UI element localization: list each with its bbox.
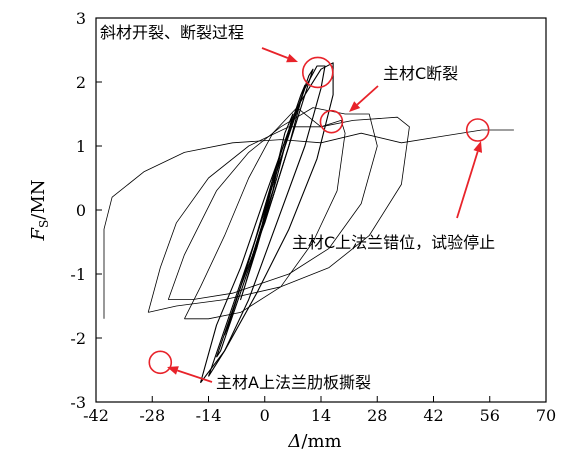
x-tick-label: -14 xyxy=(196,406,222,425)
annotation-arrow-head xyxy=(167,366,179,375)
y-tick-label: 0 xyxy=(76,201,86,220)
annotation-circle xyxy=(319,109,344,134)
y-axis-unit: /MN xyxy=(28,180,49,220)
x-tick-label: -42 xyxy=(83,406,109,425)
hysteresis-loop-7 xyxy=(184,107,346,320)
axis-ticks: -42 -28 -14 0 14 28 42 56 70 -3 -2 -1 0 1 2 3 xyxy=(70,9,556,425)
annotation-arrow-line xyxy=(356,85,379,106)
annotation-arrow-head xyxy=(473,141,483,153)
y-tick-label: 2 xyxy=(76,73,86,92)
annotation-label: 斜材开裂、断裂过程 xyxy=(100,23,244,42)
x-axis-unit: /mm xyxy=(301,431,341,452)
y-tick-label: -1 xyxy=(70,265,86,284)
y-tick-label: 1 xyxy=(76,137,86,156)
annotation-label: 主材C上法兰错位，试验停止 xyxy=(292,233,495,252)
svg-text:FS/MN: FS/MN xyxy=(28,180,51,242)
hysteresis-curves xyxy=(103,62,514,384)
x-axis-title: Δ/mm xyxy=(287,431,341,452)
x-tick-label: -28 xyxy=(139,406,165,425)
annotation-label: 主材A上法兰肋板撕裂 xyxy=(216,373,371,392)
hysteresis-loop-9 xyxy=(147,116,410,313)
annotation-arrow-head xyxy=(349,101,361,112)
hysteresis-loop-5 xyxy=(207,65,326,377)
annotation-circle xyxy=(465,118,490,142)
annotation-arrow-line xyxy=(261,47,289,59)
annotation-label: 主材C断裂 xyxy=(383,64,458,83)
hysteresis-loop-6 xyxy=(199,62,334,384)
x-tick-label: 56 xyxy=(480,406,500,425)
annotation-circle xyxy=(301,56,334,89)
x-tick-label: 0 xyxy=(260,406,270,425)
y-axis-title: FS/MN xyxy=(28,180,51,242)
y-tick-label: 3 xyxy=(76,9,86,28)
annotation-arrow-line xyxy=(456,151,479,219)
x-tick-label: 28 xyxy=(367,406,387,425)
hysteresis-loop-10 xyxy=(103,129,514,319)
x-tick-label: 14 xyxy=(311,406,331,425)
y-axis-subscript: S xyxy=(37,220,51,228)
annotation-arrow-head xyxy=(286,53,298,63)
x-tick-label: 70 xyxy=(536,406,556,425)
y-tick-label: -2 xyxy=(70,329,86,348)
annotation-arrow-line xyxy=(177,369,213,383)
x-axis-symbol: Δ xyxy=(287,431,301,452)
y-axis-symbol: F xyxy=(28,226,49,241)
y-tick-label: -3 xyxy=(70,393,86,412)
hysteresis-loop-8 xyxy=(167,107,378,300)
annotation-circle xyxy=(148,350,173,375)
plot-frame xyxy=(95,17,547,403)
x-tick-label: 42 xyxy=(423,406,443,425)
